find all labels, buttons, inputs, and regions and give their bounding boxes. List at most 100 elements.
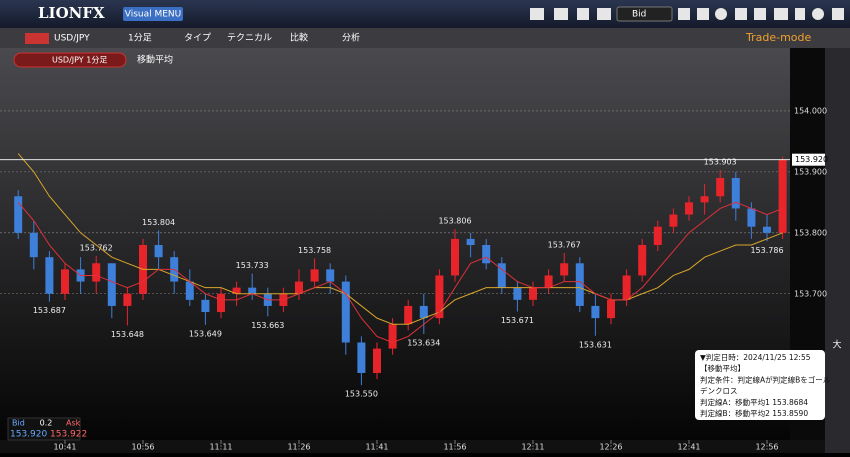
x-tick-label: 11:41 bbox=[365, 443, 388, 452]
high-label: 153.762 bbox=[80, 243, 113, 252]
candle-body bbox=[466, 238, 475, 245]
x-tick-label: 12:11 bbox=[521, 443, 544, 452]
candle-body bbox=[513, 287, 522, 300]
x-tick-label: 12:41 bbox=[677, 443, 700, 452]
menu-button[interactable] bbox=[123, 7, 183, 21]
candle-body bbox=[154, 245, 163, 258]
mode[interactable]: Trade-mode bbox=[745, 31, 812, 44]
candle-body bbox=[45, 257, 54, 294]
candle-body bbox=[326, 269, 335, 282]
candle-body bbox=[778, 159, 787, 233]
low-label: 153.634 bbox=[407, 338, 440, 347]
candle-body bbox=[638, 245, 647, 276]
bid-price: 153.920 bbox=[10, 430, 47, 440]
candle-body bbox=[685, 202, 693, 215]
high-label: 153.804 bbox=[142, 218, 175, 227]
toolbar bbox=[0, 28, 850, 48]
low-label: 153.663 bbox=[251, 321, 284, 330]
x-tick-label: 10:56 bbox=[131, 443, 154, 452]
chart-area bbox=[0, 48, 790, 440]
bid-label: Bid bbox=[12, 419, 25, 428]
high-label: 153.767 bbox=[548, 240, 581, 249]
candle-body bbox=[653, 226, 662, 245]
ask-label: Ask bbox=[66, 419, 81, 428]
candle-body bbox=[341, 281, 350, 343]
candle-body bbox=[232, 287, 241, 294]
tooltip-line: ▼判定日時：2024/11/25 12:55 bbox=[700, 352, 811, 362]
candle-body bbox=[107, 263, 116, 306]
tab[interactable]: タイプ bbox=[184, 33, 211, 44]
candle-body bbox=[544, 275, 553, 288]
candle-body bbox=[357, 342, 366, 373]
low-label: 153.687 bbox=[33, 306, 66, 315]
candle-body bbox=[201, 299, 210, 313]
menu-label[interactable]: Visual MENU bbox=[125, 10, 182, 20]
low-label: 153.648 bbox=[111, 330, 144, 339]
low-label: 153.671 bbox=[501, 316, 534, 325]
candle-body bbox=[373, 348, 381, 373]
candle-body bbox=[29, 232, 38, 258]
candle-body bbox=[575, 263, 584, 306]
candle-body bbox=[248, 287, 257, 294]
legend-indicator: 移動平均 bbox=[137, 54, 173, 66]
candle-body bbox=[607, 299, 615, 319]
x-tick-label: 11:26 bbox=[287, 443, 310, 452]
x-tick-label: 10:41 bbox=[53, 443, 76, 452]
low-label: 153.786 bbox=[750, 246, 783, 255]
current-price-box bbox=[792, 153, 825, 166]
y-tick-label: 153.900 bbox=[794, 167, 827, 176]
candle-body bbox=[700, 196, 709, 203]
time-axis bbox=[0, 440, 825, 453]
low-label: 153.649 bbox=[189, 329, 222, 338]
candle-body bbox=[92, 263, 101, 282]
x-tick-label: 12:56 bbox=[755, 443, 778, 452]
tab[interactable]: 比較 bbox=[290, 32, 308, 44]
x-tick-label: 11:11 bbox=[209, 443, 232, 452]
high-label: 153.758 bbox=[298, 246, 331, 255]
candle-body bbox=[451, 238, 459, 276]
candle-body bbox=[185, 281, 194, 300]
candle-body bbox=[217, 293, 225, 313]
candle-body bbox=[295, 281, 303, 294]
candle-body bbox=[14, 196, 23, 233]
candle-body bbox=[731, 177, 740, 209]
high-label: 153.733 bbox=[236, 261, 269, 270]
candle-body bbox=[404, 305, 413, 325]
candle-body bbox=[716, 177, 725, 197]
candle-body bbox=[61, 269, 69, 294]
candle-body bbox=[747, 208, 756, 227]
candle-body bbox=[763, 226, 771, 233]
candle-body bbox=[435, 275, 444, 319]
symbol[interactable]: USD/JPY bbox=[54, 34, 90, 44]
moving-average bbox=[17, 153, 783, 325]
low-label: 153.550 bbox=[345, 390, 378, 399]
tab[interactable]: テクニカル bbox=[227, 33, 272, 44]
candle-body bbox=[497, 263, 506, 288]
high-label: 153.806 bbox=[438, 217, 471, 226]
price-type[interactable]: Bid bbox=[632, 10, 646, 20]
price-type-select[interactable] bbox=[616, 6, 673, 22]
candle-body bbox=[388, 324, 397, 349]
side-toolbar bbox=[825, 48, 850, 453]
candle-body bbox=[560, 263, 569, 276]
tooltip-line: 判定線B：移動平均2 153.8590 bbox=[700, 408, 808, 418]
zoom-label[interactable]: 大 bbox=[832, 339, 841, 351]
candle-body bbox=[669, 214, 678, 227]
tab[interactable]: 分析 bbox=[342, 32, 360, 44]
tooltip-line: デンクロス bbox=[700, 386, 738, 396]
spread: 0.2 bbox=[40, 419, 53, 428]
current-price-label: 153.920 bbox=[795, 155, 828, 164]
header-icons bbox=[530, 8, 844, 20]
x-tick-label: 12:26 bbox=[599, 443, 622, 452]
candle-body bbox=[591, 305, 600, 319]
low-label: 153.631 bbox=[579, 340, 612, 349]
x-tick-label: 11:56 bbox=[443, 443, 466, 452]
interval[interactable]: 1分足 bbox=[128, 33, 152, 44]
tooltip-line: 【移動平均】 bbox=[700, 363, 745, 373]
ask-price: 153.922 bbox=[50, 430, 87, 440]
logo: LIONFX bbox=[38, 4, 105, 22]
moving-average bbox=[17, 201, 783, 344]
candle-body bbox=[310, 269, 319, 282]
high-label: 153.903 bbox=[704, 158, 737, 167]
